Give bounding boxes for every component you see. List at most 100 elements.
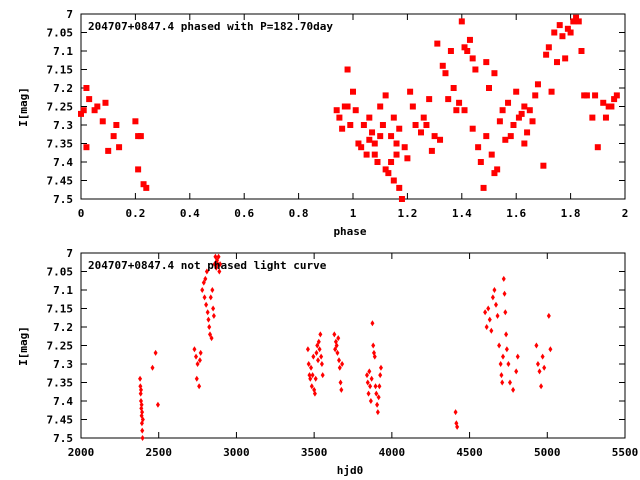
data-point	[418, 129, 424, 136]
data-point	[99, 118, 106, 125]
data-point	[339, 386, 344, 393]
unphased-y-axis-label: I[mag]	[17, 326, 30, 366]
data-point	[540, 353, 545, 360]
data-point	[502, 290, 507, 297]
data-point	[306, 361, 311, 367]
data-point	[428, 147, 435, 154]
data-point	[545, 44, 552, 51]
phased-y-tick-label: 7.05	[47, 27, 74, 40]
data-point	[334, 342, 339, 349]
data-point	[86, 96, 93, 103]
data-point	[369, 129, 376, 136]
data-point	[138, 375, 143, 382]
data-point	[366, 114, 373, 121]
data-point	[208, 331, 213, 338]
data-point	[575, 18, 582, 25]
data-point	[105, 147, 112, 154]
data-point	[388, 159, 395, 165]
data-point	[207, 324, 212, 330]
data-point	[355, 140, 362, 147]
data-point	[194, 375, 199, 382]
data-point	[453, 409, 458, 416]
data-point	[510, 122, 517, 128]
data-point	[201, 279, 206, 286]
data-point	[486, 305, 491, 312]
phased-y-tick-label: 7.2	[53, 82, 73, 95]
data-point	[497, 342, 502, 349]
data-point	[140, 435, 145, 441]
data-point	[83, 144, 90, 151]
data-point	[487, 316, 492, 323]
data-point	[450, 85, 457, 91]
data-point	[319, 361, 324, 367]
data-point	[608, 103, 615, 110]
data-point	[377, 383, 382, 390]
data-point	[198, 349, 203, 356]
data-point	[91, 107, 98, 114]
phased-x-tick-label: 0.8	[289, 207, 309, 220]
data-point	[195, 361, 200, 367]
data-point	[493, 301, 498, 308]
data-point	[214, 264, 219, 271]
phased-y-tick-label: 7.35	[47, 138, 74, 151]
data-point	[94, 103, 101, 110]
data-point	[335, 349, 340, 356]
phased-x-tick-label: 0.6	[234, 207, 254, 220]
data-point	[484, 324, 489, 330]
data-point	[338, 379, 343, 386]
data-point	[458, 18, 465, 25]
data-point	[371, 151, 378, 158]
data-point	[513, 88, 520, 95]
data-point	[333, 346, 338, 353]
data-point	[143, 184, 150, 191]
data-point	[140, 427, 145, 434]
phased-y-tick-label: 7.5	[53, 193, 73, 206]
data-point	[526, 107, 533, 114]
unphased-x-axis: 2000 2500 3000 3500 4000 4500 5000 5500	[68, 253, 638, 459]
data-point	[469, 125, 476, 132]
data-point	[398, 196, 405, 202]
data-point	[412, 122, 419, 128]
phased-x-tick-label: 1.2	[397, 207, 417, 220]
data-point	[365, 379, 370, 386]
data-point	[515, 114, 522, 121]
data-point	[374, 390, 379, 397]
data-point	[369, 375, 374, 382]
data-point	[570, 18, 577, 25]
data-point	[472, 66, 479, 73]
data-point	[486, 85, 492, 91]
phased-x-tick-label: 1.8	[561, 207, 581, 220]
data-point	[371, 140, 378, 147]
data-point	[312, 390, 317, 397]
data-point	[333, 107, 340, 114]
phased-x-tick-label: 1.6	[506, 207, 526, 220]
data-point	[313, 375, 318, 382]
data-point	[316, 357, 321, 364]
phased-x-axis: 0 0.2 0.4 0.6 0.8 1 1.2 1.4 1.6 1.8 2	[78, 14, 628, 220]
data-point	[140, 416, 145, 423]
data-point	[336, 114, 343, 121]
phased-y-tick-label: 7.3	[53, 119, 73, 132]
data-point	[377, 103, 384, 110]
data-point	[315, 342, 320, 349]
data-point	[305, 346, 310, 353]
data-point	[376, 394, 381, 401]
data-point	[316, 338, 321, 345]
data-point	[534, 81, 541, 88]
data-point	[396, 125, 403, 132]
data-point	[197, 383, 202, 390]
unphased-chart-title: 204707+0847.4 not phased light curve	[88, 259, 327, 272]
data-point	[197, 357, 202, 364]
data-point	[377, 133, 384, 140]
data-point	[366, 136, 373, 143]
data-point	[499, 372, 504, 379]
unphased-y-tick-label: 7	[66, 247, 73, 260]
data-point	[480, 184, 487, 191]
data-point	[210, 287, 215, 293]
data-point	[374, 159, 381, 165]
phased-y-tick-label: 7.4	[53, 156, 73, 169]
data-point	[592, 92, 599, 99]
data-point	[192, 346, 197, 353]
phased-light-curve-panel: 7 7.05 7.1 7.15 7.2 7.25 7.3 7.35 7.4 7.45 7.5 0 0.…	[17, 8, 628, 238]
data-point	[534, 342, 539, 349]
